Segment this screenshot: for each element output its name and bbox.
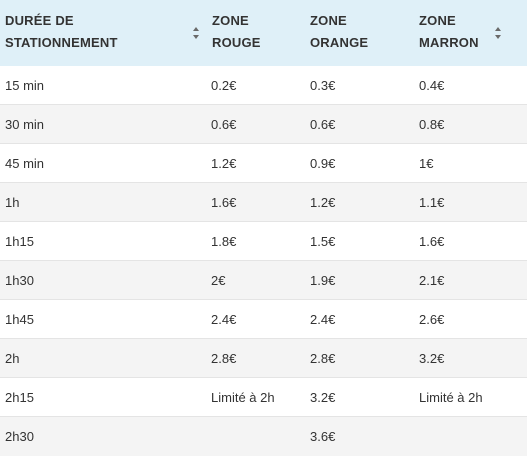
table-row: 2h15 Limité à 2h 3.2€ Limité à 2h	[0, 378, 527, 417]
table-row: 1h45 2.4€ 2.4€ 2.6€	[0, 300, 527, 339]
cell-zone-marron: 1.1€	[419, 195, 445, 210]
cell-zone-rouge: 2€	[211, 273, 226, 288]
cell-zone-marron: 0.8€	[419, 117, 445, 132]
header-line-2: ROUGE	[212, 35, 261, 50]
cell-zone-rouge: Limité à 2h	[211, 390, 275, 405]
cell-zone-rouge: 1.6€	[211, 195, 237, 210]
cell-zone-rouge: 2.4€	[211, 312, 237, 327]
column-header-zone-rouge[interactable]: ZONE ROUGE	[205, 0, 501, 66]
cell-zone-marron: 0.4€	[419, 78, 445, 93]
header-line-2: MARRON	[419, 35, 479, 50]
cell-zone-rouge: 0.6€	[211, 117, 237, 132]
table-row: 1h30 2€ 1.9€ 2.1€	[0, 261, 527, 300]
cell-duration: 45 min	[5, 156, 45, 171]
table-row: 2h30 3.6€	[0, 417, 527, 456]
table-row: 30 min 0.6€ 0.6€ 0.8€	[0, 105, 527, 144]
cell-zone-orange: 0.6€	[310, 117, 336, 132]
header-line-1: ZONE	[419, 13, 456, 28]
cell-duration: 1h30	[5, 273, 34, 288]
cell-zone-orange: 3.2€	[310, 390, 336, 405]
header-line-1: DURÉE DE	[5, 13, 74, 28]
cell-zone-rouge: 1.2€	[211, 156, 237, 171]
cell-zone-rouge: 1.8€	[211, 234, 237, 249]
header-line-1: ZONE	[212, 13, 249, 28]
cell-zone-orange: 2.4€	[310, 312, 336, 327]
cell-zone-orange: 1.5€	[310, 234, 336, 249]
cell-duration: 15 min	[5, 78, 45, 93]
table-row: 45 min 1.2€ 0.9€ 1€	[0, 144, 527, 183]
table-row: 1h15 1.8€ 1.5€ 1.6€	[0, 222, 527, 261]
cell-zone-marron: 1.6€	[419, 234, 445, 249]
cell-zone-orange: 1.2€	[310, 195, 336, 210]
table-row: 15 min 0.2€ 0.3€ 0.4€	[0, 66, 527, 105]
column-header-zone-orange[interactable]: ZONE ORANGE	[304, 0, 413, 66]
table-header: DURÉE DE STATIONNEMENT ZONE ROUGE ZONE O…	[0, 0, 527, 66]
cell-duration: 2h30	[5, 429, 34, 444]
sort-icon[interactable]	[495, 27, 503, 39]
header-line-1: ZONE	[310, 13, 347, 28]
cell-duration: 2h15	[5, 390, 34, 405]
table-body: 15 min 0.2€ 0.3€ 0.4€ 30 min 0.6€ 0.6€ 0…	[0, 66, 527, 456]
table-row: 1h 1.6€ 1.2€ 1.1€	[0, 183, 527, 222]
cell-zone-marron: Limité à 2h	[419, 390, 483, 405]
sort-icon[interactable]	[193, 27, 201, 39]
cell-duration: 1h15	[5, 234, 34, 249]
cell-zone-orange: 1.9€	[310, 273, 336, 288]
table-row: 2h 2.8€ 2.8€ 3.2€	[0, 339, 527, 378]
cell-duration: 2h	[5, 351, 20, 366]
column-header-zone-marron[interactable]: ZONE MARRON	[413, 0, 527, 66]
cell-duration: 30 min	[5, 117, 45, 132]
cell-zone-marron: 2.6€	[419, 312, 445, 327]
cell-zone-marron: 2.1€	[419, 273, 445, 288]
cell-zone-rouge: 0.2€	[211, 78, 237, 93]
cell-zone-orange: 0.3€	[310, 78, 336, 93]
cell-zone-marron: 3.2€	[419, 351, 445, 366]
cell-zone-orange: 3.6€	[310, 429, 336, 444]
column-header-duration[interactable]: DURÉE DE STATIONNEMENT	[0, 0, 205, 66]
cell-zone-orange: 0.9€	[310, 156, 336, 171]
cell-zone-marron: 1€	[419, 156, 434, 171]
cell-duration: 1h45	[5, 312, 34, 327]
cell-zone-rouge: 2.8€	[211, 351, 237, 366]
header-line-2: ORANGE	[310, 35, 369, 50]
cell-duration: 1h	[5, 195, 20, 210]
header-line-2: STATIONNEMENT	[5, 35, 118, 50]
cell-zone-orange: 2.8€	[310, 351, 336, 366]
